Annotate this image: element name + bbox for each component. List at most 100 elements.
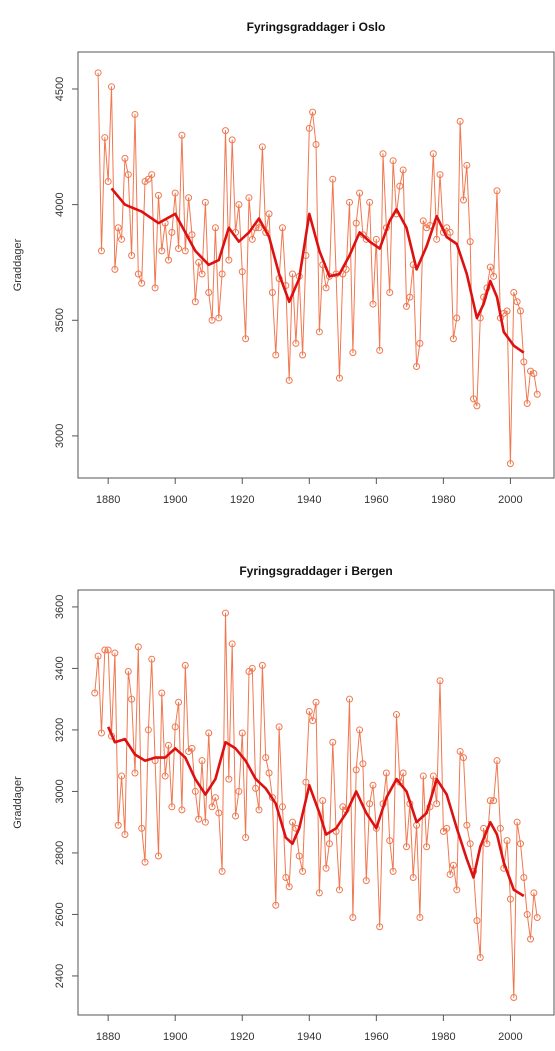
data-point bbox=[433, 800, 441, 808]
data-point bbox=[165, 256, 173, 264]
data-point bbox=[349, 914, 357, 922]
data-point bbox=[158, 247, 166, 255]
data-point bbox=[198, 757, 206, 765]
data-point bbox=[419, 772, 427, 780]
data-point bbox=[131, 110, 139, 118]
y-tick-label: 2400 bbox=[54, 964, 66, 988]
data-point bbox=[403, 843, 411, 851]
data-point bbox=[285, 883, 293, 891]
data-point bbox=[272, 351, 280, 359]
data-point bbox=[252, 784, 260, 792]
data-point bbox=[372, 235, 380, 243]
data-line bbox=[94, 612, 538, 998]
data-point bbox=[486, 797, 494, 805]
data-point bbox=[171, 189, 179, 197]
data-point bbox=[510, 993, 518, 1001]
data-point bbox=[138, 824, 146, 832]
data-point bbox=[513, 298, 521, 306]
data-point bbox=[124, 171, 132, 179]
data-point bbox=[399, 769, 407, 777]
data-point bbox=[285, 376, 293, 384]
data-point bbox=[346, 198, 354, 206]
data-point bbox=[335, 886, 343, 894]
data-point bbox=[379, 150, 387, 158]
data-point bbox=[292, 339, 300, 347]
data-point bbox=[215, 314, 223, 322]
data-point bbox=[473, 402, 481, 410]
plot-frame bbox=[77, 51, 555, 479]
data-point bbox=[466, 840, 474, 848]
data-point bbox=[265, 769, 273, 777]
data-point bbox=[188, 744, 196, 752]
x-tick-label: 1920 bbox=[230, 494, 254, 506]
y-tick-label: 3600 bbox=[54, 595, 66, 619]
data-point bbox=[148, 171, 156, 179]
data-point bbox=[486, 263, 494, 271]
data-point bbox=[201, 818, 209, 826]
x-tick-label: 2000 bbox=[498, 1031, 522, 1043]
data-point bbox=[309, 717, 317, 725]
data-point bbox=[272, 901, 280, 909]
data-point bbox=[154, 852, 162, 860]
data-point bbox=[248, 664, 256, 672]
data-point bbox=[101, 134, 109, 142]
data-point bbox=[221, 127, 229, 135]
data-point bbox=[382, 769, 390, 777]
data-point bbox=[520, 874, 528, 882]
data-point bbox=[154, 191, 162, 199]
data-point bbox=[490, 272, 498, 280]
data-point bbox=[258, 661, 266, 669]
x-tick-label: 1900 bbox=[163, 1031, 187, 1043]
data-point bbox=[275, 723, 283, 731]
data-point bbox=[262, 754, 270, 762]
data-point bbox=[181, 247, 189, 255]
data-point bbox=[463, 821, 471, 829]
data-point bbox=[446, 870, 454, 878]
data-point bbox=[94, 652, 102, 660]
data-point bbox=[513, 818, 521, 826]
data-line bbox=[97, 72, 538, 465]
data-point bbox=[503, 837, 511, 845]
data-point bbox=[416, 914, 424, 922]
data-point bbox=[369, 781, 377, 789]
x-tick-label: 1940 bbox=[297, 494, 321, 506]
y-axis-label: Graddager bbox=[12, 776, 24, 829]
data-point bbox=[104, 178, 112, 186]
data-point bbox=[523, 400, 531, 408]
data-point bbox=[97, 729, 105, 737]
data-point bbox=[409, 874, 417, 882]
x-tick-label: 1960 bbox=[364, 494, 388, 506]
data-point bbox=[178, 131, 186, 139]
data-point bbox=[527, 935, 535, 943]
data-point bbox=[429, 150, 437, 158]
data-point bbox=[191, 298, 199, 306]
data-point bbox=[278, 224, 286, 232]
data-point bbox=[225, 256, 233, 264]
data-point bbox=[523, 910, 531, 918]
data-point bbox=[366, 198, 374, 206]
data-point bbox=[225, 775, 233, 783]
data-point bbox=[453, 886, 461, 894]
data-point bbox=[352, 766, 360, 774]
y-tick-label: 3000 bbox=[54, 779, 66, 803]
data-point bbox=[97, 247, 105, 255]
data-point bbox=[232, 812, 240, 820]
data-point bbox=[530, 369, 538, 377]
y-tick-label: 3000 bbox=[54, 424, 66, 448]
x-tick-label: 1980 bbox=[431, 494, 455, 506]
data-point bbox=[121, 830, 129, 838]
data-point bbox=[433, 235, 441, 243]
data-point bbox=[459, 196, 467, 204]
data-point bbox=[483, 840, 491, 848]
data-point bbox=[134, 270, 142, 278]
data-point bbox=[101, 646, 109, 654]
data-point bbox=[386, 837, 394, 845]
data-point bbox=[168, 228, 176, 236]
data-point bbox=[493, 757, 501, 765]
x-tick-label: 1880 bbox=[96, 1031, 120, 1043]
data-point bbox=[205, 729, 213, 737]
data-point bbox=[302, 778, 310, 786]
data-point bbox=[238, 729, 246, 737]
y-axis-label: Graddager bbox=[12, 238, 24, 291]
data-point bbox=[503, 307, 511, 315]
